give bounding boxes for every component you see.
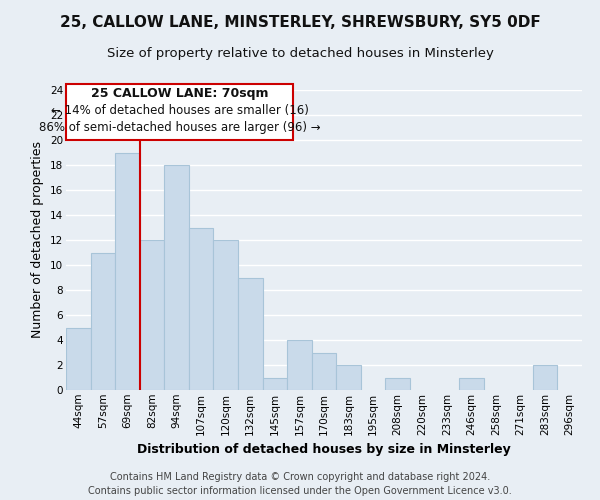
Bar bbox=[336, 365, 361, 390]
Text: 86% of semi-detached houses are larger (96) →: 86% of semi-detached houses are larger (… bbox=[39, 121, 320, 134]
Bar bbox=[115, 152, 140, 390]
Bar bbox=[533, 365, 557, 390]
Text: Size of property relative to detached houses in Minsterley: Size of property relative to detached ho… bbox=[107, 48, 493, 60]
Text: ← 14% of detached houses are smaller (16): ← 14% of detached houses are smaller (16… bbox=[50, 104, 308, 117]
Text: 25, CALLOW LANE, MINSTERLEY, SHREWSBURY, SY5 0DF: 25, CALLOW LANE, MINSTERLEY, SHREWSBURY,… bbox=[59, 15, 541, 30]
Bar bbox=[140, 240, 164, 390]
Bar bbox=[287, 340, 312, 390]
Bar bbox=[312, 352, 336, 390]
Text: Contains HM Land Registry data © Crown copyright and database right 2024.: Contains HM Land Registry data © Crown c… bbox=[110, 472, 490, 482]
Bar bbox=[385, 378, 410, 390]
Bar bbox=[263, 378, 287, 390]
Bar bbox=[238, 278, 263, 390]
Text: Contains public sector information licensed under the Open Government Licence v3: Contains public sector information licen… bbox=[88, 486, 512, 496]
Bar bbox=[91, 252, 115, 390]
Bar bbox=[66, 328, 91, 390]
Bar bbox=[214, 240, 238, 390]
Bar bbox=[189, 228, 214, 390]
Y-axis label: Number of detached properties: Number of detached properties bbox=[31, 142, 44, 338]
Bar bbox=[459, 378, 484, 390]
X-axis label: Distribution of detached houses by size in Minsterley: Distribution of detached houses by size … bbox=[137, 443, 511, 456]
FancyBboxPatch shape bbox=[66, 84, 293, 140]
Text: 25 CALLOW LANE: 70sqm: 25 CALLOW LANE: 70sqm bbox=[91, 88, 268, 101]
Bar bbox=[164, 165, 189, 390]
